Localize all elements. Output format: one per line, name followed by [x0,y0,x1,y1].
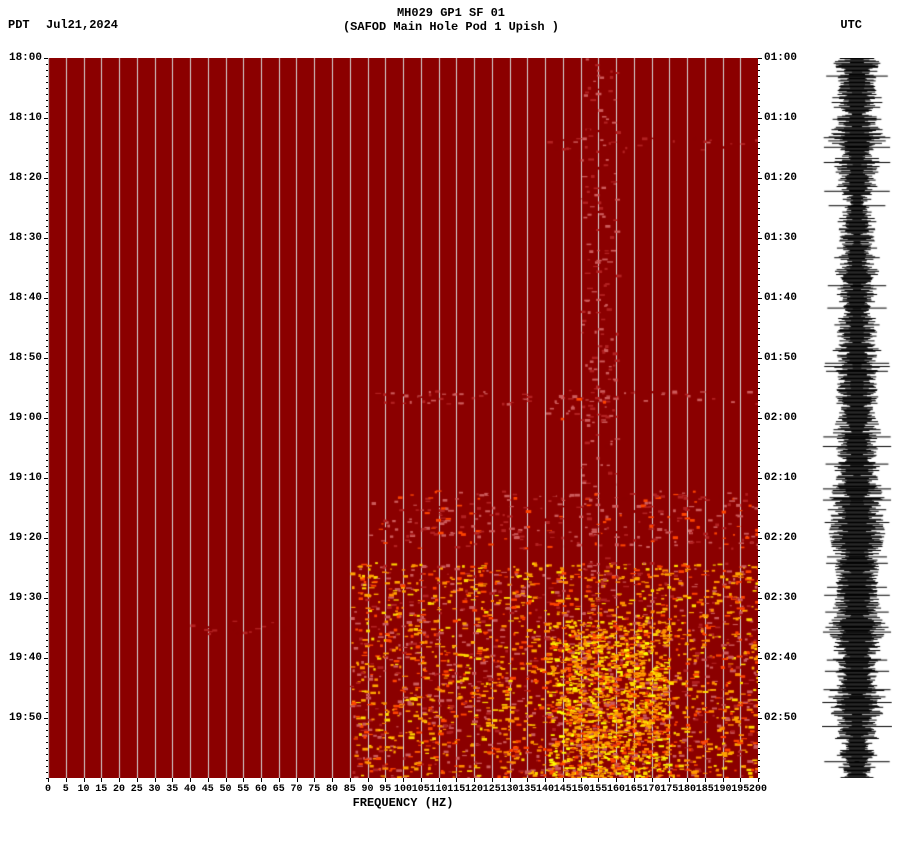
x-tick-label: 45 [202,784,214,795]
x-tick-label: 140 [536,784,554,795]
title-line-2: (SAFOD Main Hole Pod 1 Upish ) [0,20,902,34]
y-tick-label: 18:40 [9,292,42,304]
x-tick-label: 10 [77,784,89,795]
x-tick-label: 160 [607,784,625,795]
y-tick-label: 18:00 [9,52,42,64]
x-tick-label: 150 [571,784,589,795]
x-tick-label: 125 [483,784,501,795]
y-tick-label: 18:50 [9,352,42,364]
y-tick-label: 02:30 [764,592,797,604]
y-tick-label: 18:10 [9,112,42,124]
y-tick-label: 19:40 [9,652,42,664]
x-tick-label: 155 [589,784,607,795]
y-tick-label: 02:10 [764,472,797,484]
y-tick-label: 01:30 [764,232,797,244]
y-tick-label: 19:30 [9,592,42,604]
title-line-1: MH029 GP1 SF 01 [0,6,902,20]
y-tick-label: 19:00 [9,412,42,424]
x-tick-label: 85 [344,784,356,795]
x-tick-label: 5 [63,784,69,795]
x-tick-label: 30 [148,784,160,795]
x-tick-label: 80 [326,784,338,795]
waveform-canvas [822,58,892,778]
spectrogram-canvas [48,58,758,778]
x-tick-label: 195 [731,784,749,795]
x-tick-label: 90 [361,784,373,795]
y-tick-label: 19:20 [9,532,42,544]
y-tick-label: 18:20 [9,172,42,184]
x-tick-label: 170 [642,784,660,795]
x-tick-label: 120 [465,784,483,795]
y-tick-label: 19:50 [9,712,42,724]
x-tick-label: 100 [394,784,412,795]
x-tick-label: 20 [113,784,125,795]
y-tick-label: 01:40 [764,292,797,304]
y-tick-label: 02:00 [764,412,797,424]
timezone-left: PDT [8,18,30,32]
y-axis-right: 01:0001:1001:2001:3001:4001:5002:0002:10… [758,58,818,778]
x-tick-label: 40 [184,784,196,795]
date-label: Jul21,2024 [46,18,118,32]
y-tick-label: 02:20 [764,532,797,544]
y-axis-left: 18:0018:1018:2018:3018:4018:5019:0019:10… [0,58,48,778]
x-tick-label: 0 [45,784,51,795]
y-tick-label: 02:40 [764,652,797,664]
x-tick-label: 70 [290,784,302,795]
y-tick-label: 02:50 [764,712,797,724]
x-tick-label: 75 [308,784,320,795]
y-tick-label: 01:00 [764,52,797,64]
x-tick-label: 165 [625,784,643,795]
y-tick-label: 01:50 [764,352,797,364]
y-tick-label: 18:30 [9,232,42,244]
timezone-right: UTC [840,18,862,32]
x-tick-label: 190 [713,784,731,795]
x-tick-label: 180 [678,784,696,795]
x-tick-label: 95 [379,784,391,795]
x-tick-label: 135 [518,784,536,795]
x-tick-label: 105 [412,784,430,795]
x-tick-label: 200 [749,784,767,795]
x-tick-label: 55 [237,784,249,795]
x-tick-label: 115 [447,784,465,795]
y-tick-label: 01:10 [764,112,797,124]
x-tick-label: 130 [500,784,518,795]
x-tick-label: 25 [131,784,143,795]
chart-header: MH029 GP1 SF 01 (SAFOD Main Hole Pod 1 U… [0,6,902,34]
y-tick-label: 19:10 [9,472,42,484]
y-tick-label: 01:20 [764,172,797,184]
x-tick-label: 175 [660,784,678,795]
x-tick-label: 50 [219,784,231,795]
x-tick-label: 60 [255,784,267,795]
x-tick-label: 15 [95,784,107,795]
x-tick-label: 65 [273,784,285,795]
x-axis-label: FREQUENCY (HZ) [48,796,758,810]
x-tick-label: 110 [429,784,447,795]
spectrogram-area [48,58,758,778]
x-tick-label: 35 [166,784,178,795]
x-tick-label: 145 [554,784,572,795]
waveform-area [822,58,892,778]
x-tick-label: 185 [696,784,714,795]
